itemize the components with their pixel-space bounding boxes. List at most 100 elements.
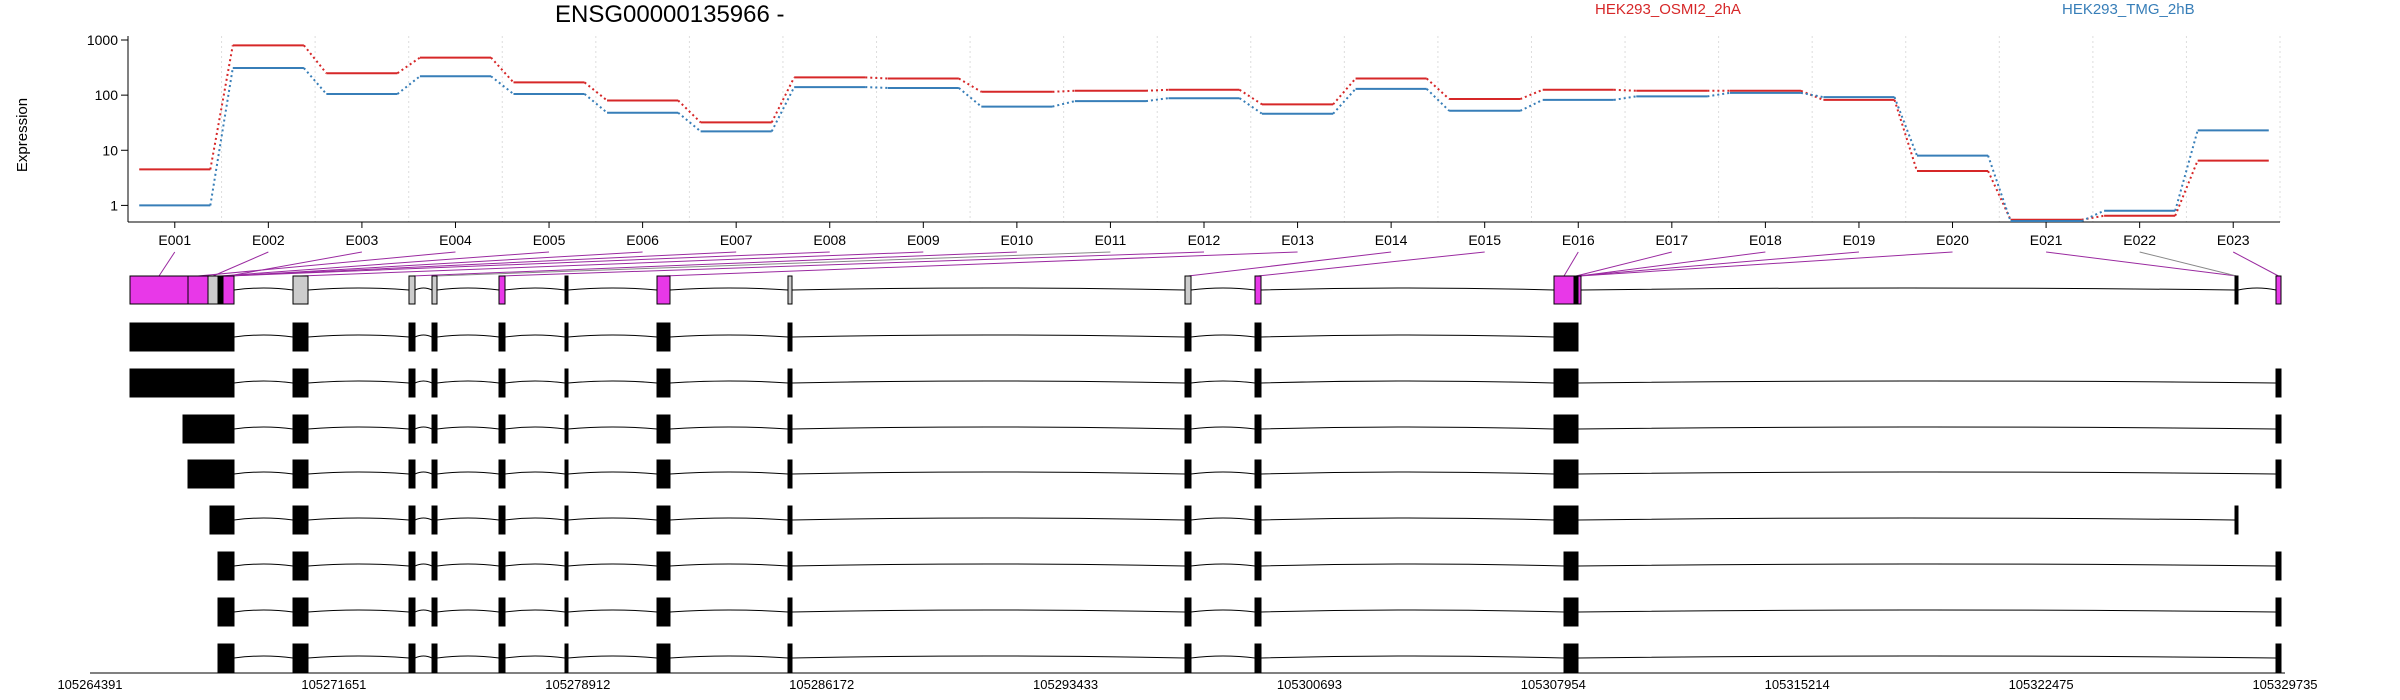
exon-connector: [1575, 251, 1859, 277]
exon-block: [408, 643, 416, 673]
intron-line: [307, 334, 410, 338]
exon-block: [292, 643, 309, 673]
intron-line: [414, 655, 433, 659]
exon-block: [1254, 459, 1262, 489]
exon-block: [1553, 322, 1579, 352]
exon-block: [498, 414, 506, 444]
exon-block: [182, 414, 235, 444]
exon-block: [408, 414, 416, 444]
exon-connector: [228, 251, 830, 277]
exon-connector: [411, 251, 1017, 277]
exon-connector: [197, 251, 456, 277]
exon-block: [498, 368, 506, 398]
x-tick-label: E014: [1375, 232, 1408, 248]
exon-block: [1553, 505, 1579, 535]
exon-block: [564, 368, 569, 398]
exon-block: [498, 505, 506, 535]
series-1-connector: [958, 77, 982, 93]
exon-block: [187, 275, 209, 305]
intron-line: [1190, 471, 1256, 475]
series-2-connector: [2174, 130, 2199, 212]
intron-line: [669, 563, 789, 567]
exon-block: [408, 368, 416, 398]
x-tick-label: E018: [1749, 232, 1782, 248]
x-tick-label: E017: [1655, 232, 1688, 248]
exon-block: [2234, 505, 2239, 535]
intron-line: [791, 517, 1186, 521]
series-2-connector: [1519, 98, 1544, 112]
exon-block: [1254, 643, 1262, 673]
intron-line: [436, 563, 500, 567]
exon-block: [1184, 551, 1192, 581]
exon-block: [222, 275, 235, 305]
exon-block: [787, 368, 793, 398]
intron-line: [2237, 287, 2277, 291]
grid-lines: [127, 36, 2281, 222]
intron-line: [1260, 334, 1555, 338]
series-2-connector: [1332, 88, 1357, 115]
exon-block: [408, 322, 416, 352]
intron-line: [1190, 563, 1256, 567]
series-1-connector: [677, 99, 702, 124]
x-tick-label: E013: [1281, 232, 1314, 248]
exon-block: [1184, 459, 1192, 489]
exon-block: [129, 275, 189, 305]
intron-line: [1190, 655, 1256, 659]
x-tick-label: E007: [720, 232, 753, 248]
series-1-connector: [1987, 170, 2012, 221]
series-1-connector: [1145, 88, 1169, 92]
intron-line: [567, 471, 658, 475]
y-axis-label: Expression: [14, 98, 31, 172]
x-tick-label: E011: [1095, 232, 1127, 248]
intron-line: [233, 380, 294, 384]
exon-block: [787, 322, 793, 352]
intron-line: [233, 655, 294, 659]
series-1-connector: [490, 56, 515, 84]
intron-line: [1577, 380, 2277, 384]
exon-block: [2275, 551, 2282, 581]
intron-line: [567, 655, 658, 659]
exon-block: [787, 505, 793, 535]
exon-block: [1254, 414, 1262, 444]
exon-block: [1553, 459, 1579, 489]
series-1-connector: [1800, 89, 1824, 101]
exon-block: [656, 322, 671, 352]
exon-model-row: [129, 275, 2282, 305]
exon-block: [498, 551, 506, 581]
intron-line: [1577, 471, 2277, 475]
exon-block: [1577, 275, 1582, 305]
y-tick-label: 1000: [87, 32, 118, 48]
intron-line: [504, 609, 566, 613]
intron-line: [1577, 426, 2277, 430]
intron-line: [436, 287, 500, 291]
intron-line: [567, 517, 658, 521]
exon-connector: [228, 251, 643, 277]
series-lines: [139, 44, 2269, 223]
intron-line: [436, 380, 500, 384]
intron-line: [504, 655, 566, 659]
intron-line: [1260, 426, 1555, 430]
exon-block: [1563, 551, 1579, 581]
intron-line: [307, 563, 410, 567]
intron-line: [1577, 517, 2236, 521]
series-2-connector: [1425, 88, 1450, 112]
exon-connector: [1575, 251, 1672, 277]
coordinate-tick-label: 105271651: [301, 677, 366, 692]
exon-block: [187, 459, 235, 489]
series-1-connector: [1519, 88, 1544, 100]
series-1-connector: [209, 45, 234, 170]
axes: 1 10 100 1000: [87, 32, 2280, 223]
intron-line: [233, 563, 294, 567]
x-tick-label: E009: [907, 232, 940, 248]
intron-line: [1190, 380, 1256, 384]
exon-block: [2275, 597, 2282, 627]
y-tick-label: 100: [95, 87, 119, 103]
intron-line: [414, 609, 433, 613]
series-2-connector: [1707, 91, 1730, 98]
series-1-connector: [303, 44, 328, 74]
exon-block: [2275, 459, 2282, 489]
intron-line: [233, 517, 294, 521]
intron-line: [436, 655, 500, 659]
exon-block: [498, 643, 506, 673]
intron-line: [1190, 517, 1256, 521]
